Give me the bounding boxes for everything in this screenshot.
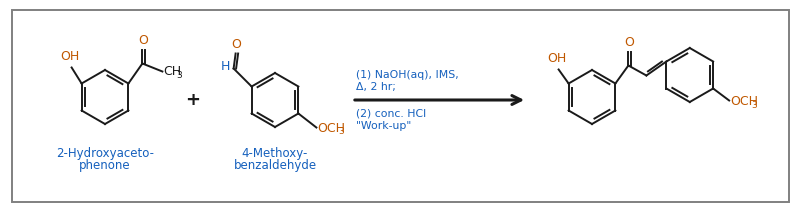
Text: O: O <box>625 35 634 49</box>
Text: 4-Methoxy-: 4-Methoxy- <box>242 148 308 160</box>
Text: OCH: OCH <box>731 95 759 108</box>
Text: 3: 3 <box>751 100 757 110</box>
Text: "Work-up": "Work-up" <box>356 121 411 131</box>
Text: (1) NaOH(aq), IMS,: (1) NaOH(aq), IMS, <box>356 70 459 80</box>
Text: phenone: phenone <box>79 159 131 172</box>
Text: CH: CH <box>163 65 182 78</box>
Text: Δ, 2 hr;: Δ, 2 hr; <box>356 82 396 92</box>
Text: 3: 3 <box>338 127 344 137</box>
Text: 3: 3 <box>176 71 182 80</box>
Text: benzaldehyde: benzaldehyde <box>233 159 316 172</box>
Text: O: O <box>139 33 148 46</box>
Text: OH: OH <box>60 49 79 63</box>
Text: H: H <box>221 60 231 73</box>
Text: O: O <box>231 38 242 50</box>
Text: 2-Hydroxyaceto-: 2-Hydroxyaceto- <box>56 148 154 160</box>
Text: (2) conc. HCl: (2) conc. HCl <box>356 109 426 119</box>
Text: +: + <box>186 91 200 109</box>
Text: OH: OH <box>547 52 566 64</box>
Text: OCH: OCH <box>317 122 345 135</box>
